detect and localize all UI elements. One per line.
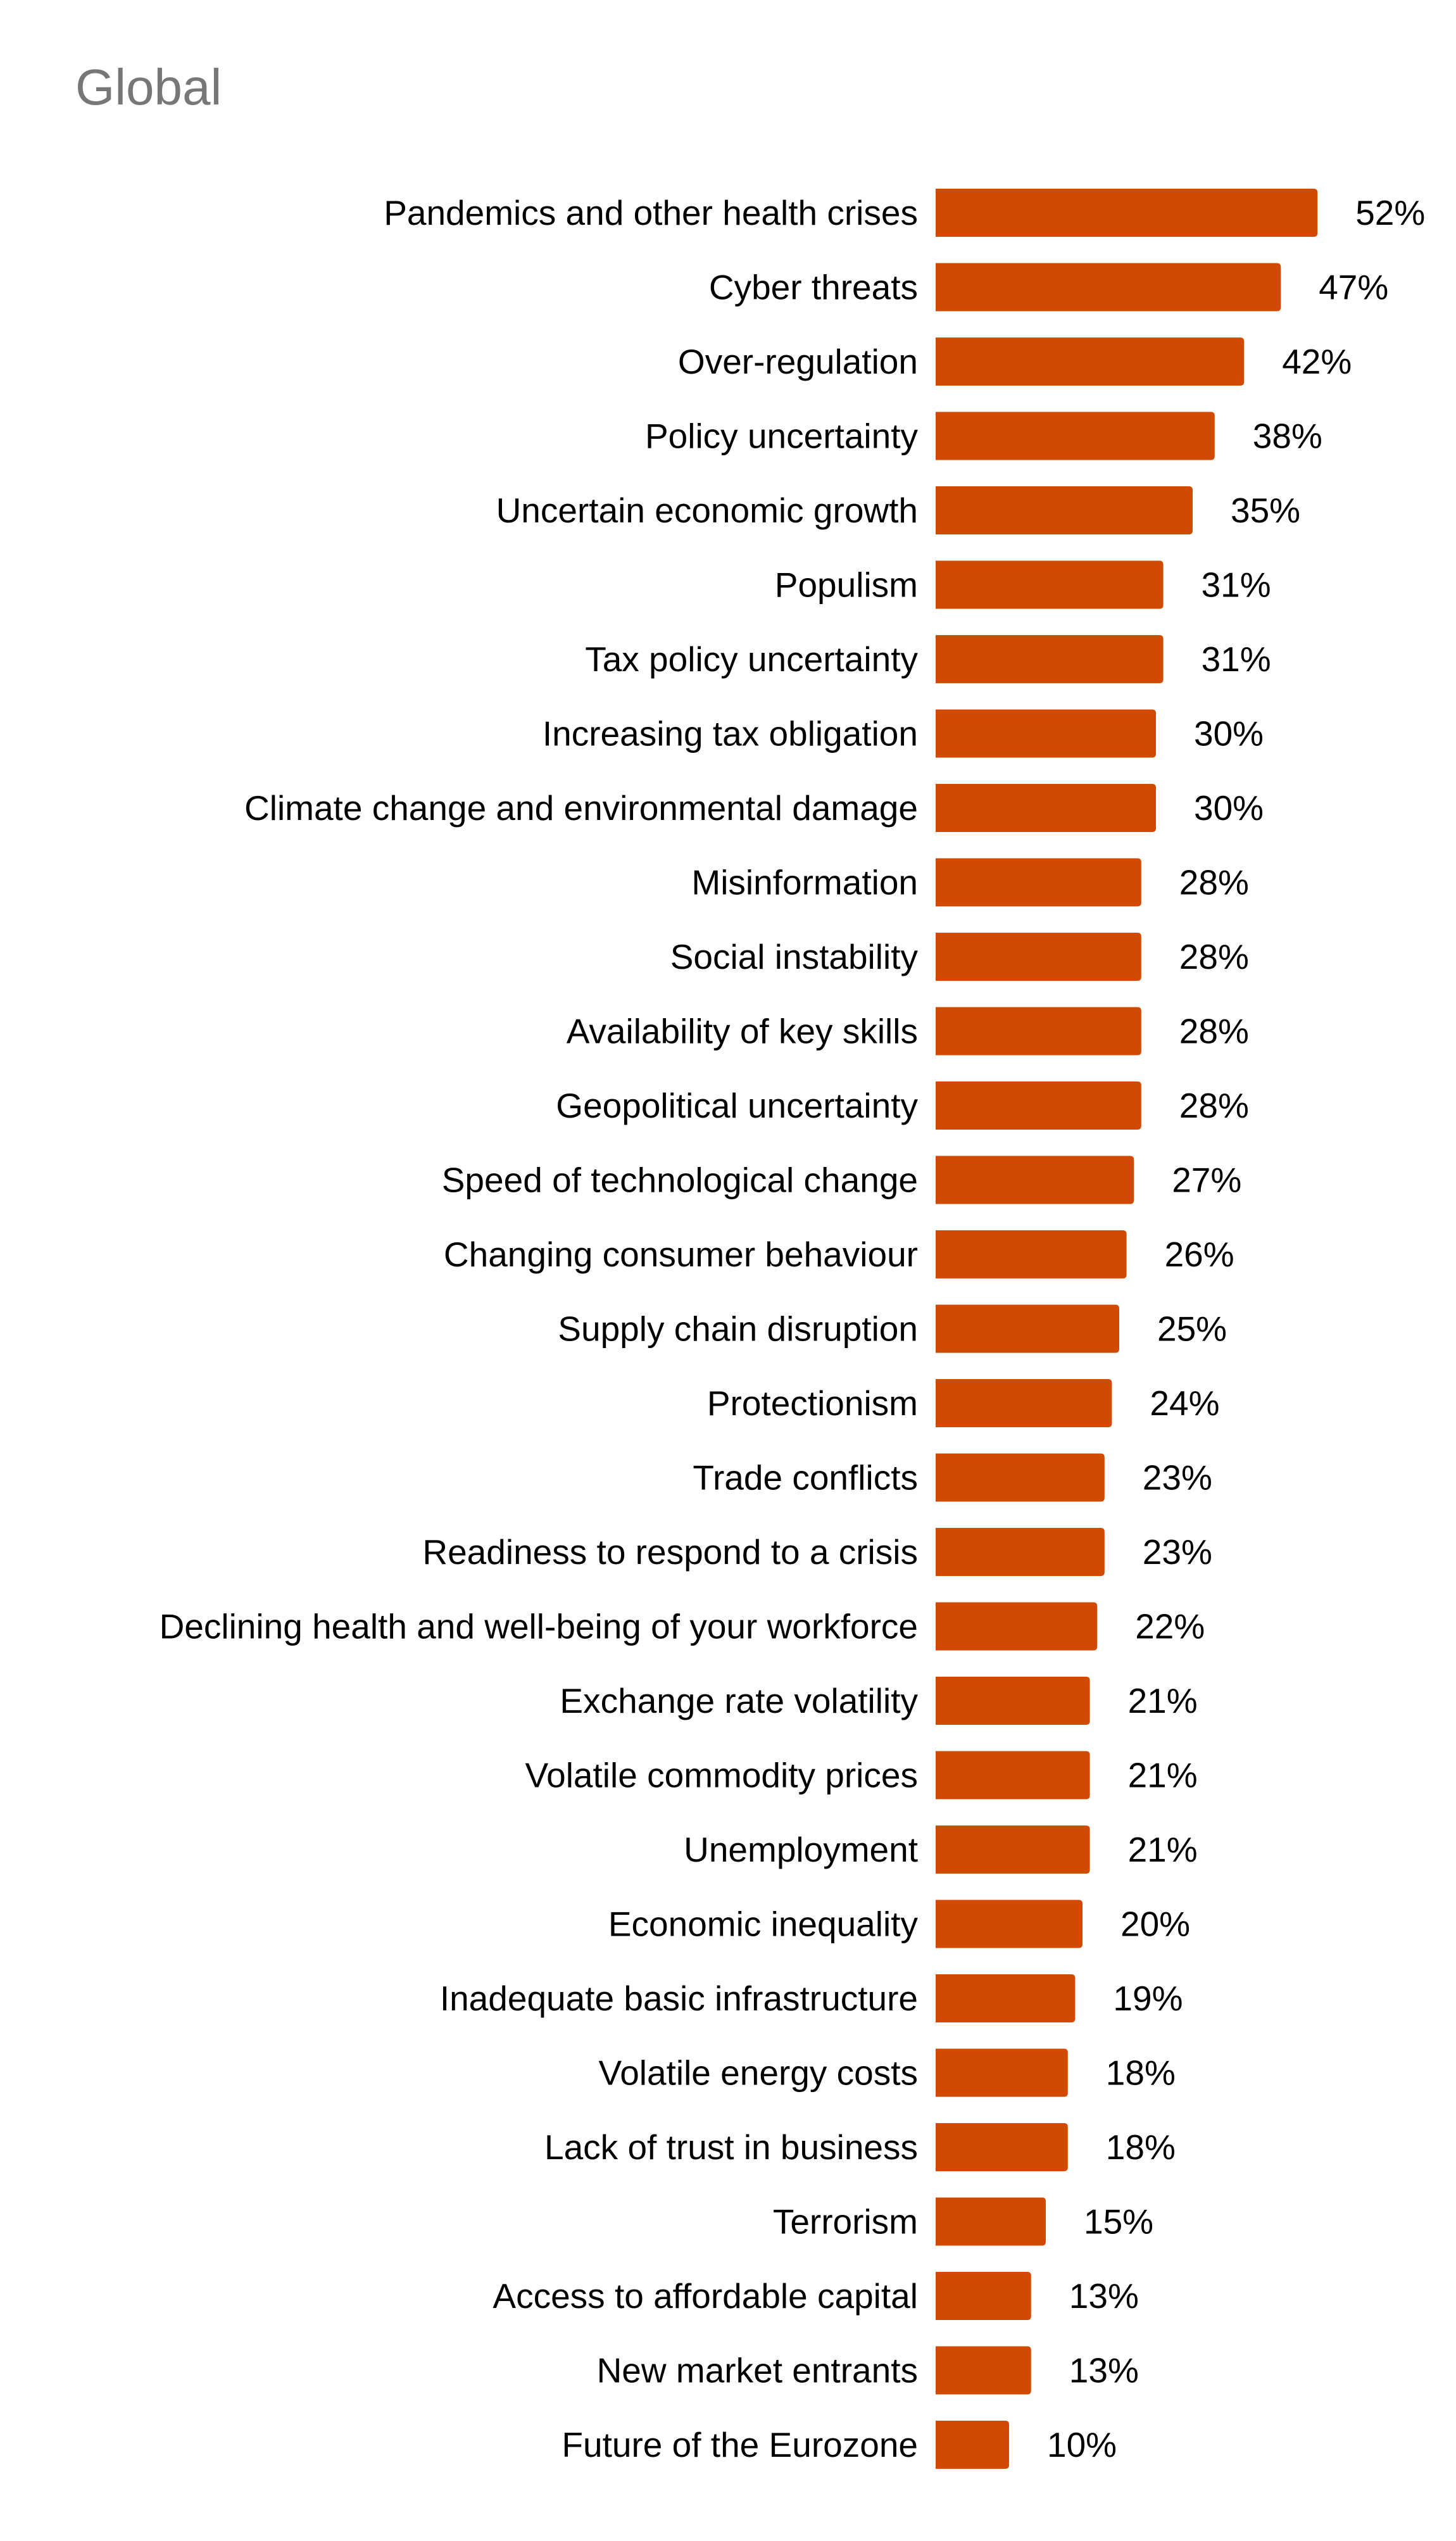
category-label: Uncertain economic growth bbox=[496, 491, 918, 530]
bar bbox=[936, 1900, 1083, 1948]
category-label: Populism bbox=[775, 565, 918, 605]
category-label: Trade conflicts bbox=[693, 1458, 918, 1497]
bar bbox=[936, 933, 1141, 981]
bar bbox=[936, 1081, 1141, 1130]
data-label: 30% bbox=[1194, 788, 1264, 828]
data-label: 21% bbox=[1128, 1830, 1198, 1869]
data-label: 23% bbox=[1143, 1458, 1212, 1497]
bar bbox=[936, 1230, 1127, 1278]
category-label: Lack of trust in business bbox=[544, 2128, 918, 2167]
bar bbox=[936, 412, 1215, 460]
bar bbox=[936, 2197, 1046, 2246]
category-label: Economic inequality bbox=[608, 1905, 919, 1944]
bar bbox=[936, 1677, 1090, 1725]
bar bbox=[936, 2048, 1068, 2097]
data-label: 18% bbox=[1106, 2053, 1176, 2093]
bar bbox=[936, 635, 1164, 683]
bar bbox=[936, 709, 1156, 758]
data-label: 27% bbox=[1172, 1161, 1241, 1200]
bar bbox=[936, 560, 1164, 609]
data-label: 38% bbox=[1253, 417, 1322, 456]
data-label: 28% bbox=[1179, 1086, 1249, 1125]
category-label: Changing consumer behaviour bbox=[444, 1235, 918, 1274]
bar bbox=[936, 1453, 1105, 1502]
bar bbox=[936, 486, 1193, 534]
category-label: Availability of key skills bbox=[567, 1012, 918, 1051]
category-label: Volatile commodity prices bbox=[525, 1756, 918, 1795]
category-label: Social instability bbox=[670, 937, 919, 976]
bar bbox=[936, 1528, 1105, 1576]
data-label: 47% bbox=[1319, 268, 1388, 307]
data-label: 18% bbox=[1106, 2128, 1176, 2167]
bar bbox=[936, 1156, 1134, 1204]
bar bbox=[936, 2272, 1031, 2320]
data-label: 31% bbox=[1202, 640, 1271, 679]
data-label: 23% bbox=[1143, 1532, 1212, 1572]
bar bbox=[936, 784, 1156, 832]
category-label: Unemployment bbox=[684, 1830, 918, 1869]
category-label: Misinformation bbox=[691, 863, 918, 902]
bar bbox=[936, 337, 1245, 386]
data-label: 26% bbox=[1165, 1235, 1234, 1274]
category-label: Over-regulation bbox=[678, 342, 918, 381]
category-label: Speed of technological change bbox=[442, 1161, 918, 1200]
bar bbox=[936, 1751, 1090, 1800]
chart-title: Global bbox=[75, 59, 222, 115]
data-label: 20% bbox=[1120, 1905, 1190, 1944]
category-label: Cyber threats bbox=[709, 268, 918, 307]
data-label: 42% bbox=[1282, 342, 1352, 381]
bar bbox=[936, 858, 1141, 907]
data-label: 13% bbox=[1069, 2351, 1139, 2390]
category-label: Exchange rate volatility bbox=[560, 1681, 918, 1720]
category-label: Readiness to respond to a crisis bbox=[422, 1532, 918, 1572]
bar bbox=[936, 1974, 1076, 2022]
data-label: 28% bbox=[1179, 1012, 1249, 1051]
category-label: Protectionism bbox=[707, 1384, 918, 1423]
category-label: Pandemics and other health crises bbox=[384, 193, 918, 232]
data-label: 21% bbox=[1128, 1681, 1198, 1720]
category-label: Declining health and well-being of your … bbox=[160, 1607, 918, 1646]
data-label: 30% bbox=[1194, 714, 1264, 753]
data-label: 21% bbox=[1128, 1756, 1198, 1795]
category-label: Volatile energy costs bbox=[599, 2053, 918, 2093]
data-label: 24% bbox=[1150, 1384, 1219, 1423]
bar bbox=[936, 2123, 1068, 2171]
data-label: 28% bbox=[1179, 863, 1249, 902]
data-label: 31% bbox=[1202, 565, 1271, 605]
category-label: Policy uncertainty bbox=[645, 417, 919, 456]
bar bbox=[936, 189, 1318, 237]
data-label: 15% bbox=[1084, 2202, 1153, 2242]
data-label: 28% bbox=[1179, 937, 1249, 976]
data-label: 35% bbox=[1231, 491, 1300, 530]
bar bbox=[936, 1825, 1090, 1874]
data-label: 10% bbox=[1047, 2425, 1117, 2464]
category-label: Terrorism bbox=[773, 2202, 918, 2242]
category-label: Climate change and environmental damage bbox=[244, 788, 918, 828]
bar bbox=[936, 2346, 1031, 2395]
bar bbox=[936, 1007, 1141, 1056]
category-label: Increasing tax obligation bbox=[543, 714, 918, 753]
category-label: Tax policy uncertainty bbox=[585, 640, 918, 679]
data-label: 52% bbox=[1355, 193, 1425, 232]
category-label: New market entrants bbox=[597, 2351, 918, 2390]
category-label: Geopolitical uncertainty bbox=[556, 1086, 918, 1125]
category-label: Supply chain disruption bbox=[558, 1309, 918, 1349]
data-label: 13% bbox=[1069, 2276, 1139, 2316]
bar bbox=[936, 263, 1281, 312]
data-label: 19% bbox=[1113, 1979, 1183, 2018]
category-label: Future of the Eurozone bbox=[562, 2425, 918, 2464]
data-label: 22% bbox=[1135, 1607, 1205, 1646]
bar bbox=[936, 1379, 1112, 1427]
category-label: Inadequate basic infrastructure bbox=[440, 1979, 918, 2018]
bar bbox=[936, 1304, 1119, 1353]
bar bbox=[936, 1602, 1098, 1651]
data-label: 25% bbox=[1157, 1309, 1227, 1349]
category-label: Access to affordable capital bbox=[493, 2276, 918, 2316]
bar bbox=[936, 2421, 1009, 2469]
